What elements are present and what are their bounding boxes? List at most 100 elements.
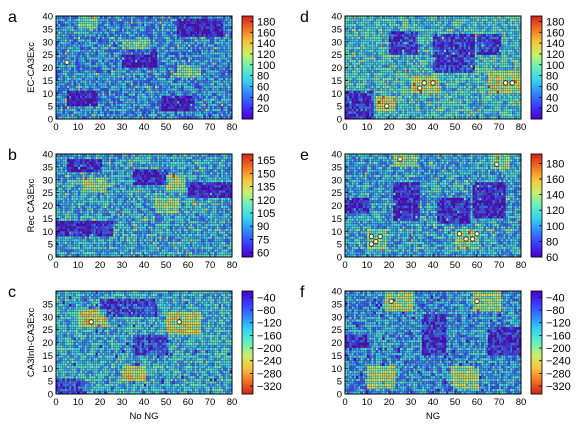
heatmap-cell (413, 80, 416, 84)
heatmap-cell (130, 82, 134, 86)
heatmap-cell (461, 85, 464, 89)
heatmap-cell (161, 64, 164, 68)
heatmap-cell (483, 93, 486, 96)
heatmap-cell (97, 111, 101, 114)
heatmap-cell (185, 100, 189, 104)
heatmap-cell (448, 108, 451, 112)
heatmap-cell (152, 72, 156, 76)
heatmap-cell (358, 85, 361, 89)
heatmap-cell (71, 98, 74, 102)
heatmap-cell (152, 51, 156, 55)
heatmap-cell (161, 95, 164, 99)
heatmap-cell (170, 57, 173, 60)
heatmap-cell (106, 98, 109, 102)
heatmap-cell (481, 75, 484, 78)
heatmap-cell (388, 98, 392, 102)
colorbar-segment (242, 34, 253, 37)
heatmap-cell (207, 69, 211, 73)
heatmap-cell (157, 111, 160, 114)
heatmap-cell (443, 100, 447, 104)
heatmap-cell (459, 67, 462, 71)
heatmap-cell (428, 69, 431, 73)
heatmap-cell (143, 36, 147, 40)
colorbar-segment (242, 115, 253, 118)
heatmap-cell (421, 69, 425, 73)
heatmap-cell (146, 64, 149, 68)
heatmap-cell (102, 90, 105, 94)
heatmap-cell (185, 80, 189, 84)
heatmap-cell (353, 67, 357, 71)
heatmap-cell (225, 82, 228, 86)
heatmap-cell (115, 72, 118, 76)
heatmap-cell (512, 106, 515, 109)
heatmap-cell (165, 106, 169, 109)
heatmap-cell (183, 21, 186, 24)
heatmap-cell (432, 100, 436, 104)
colorbar-segment (242, 89, 253, 92)
heatmap-cell (172, 26, 175, 30)
heatmap-cell (157, 57, 160, 60)
heatmap-cell (58, 31, 61, 35)
heatmap-cell (86, 21, 90, 24)
heatmap-cell (516, 98, 519, 102)
heatmap-cell (95, 85, 98, 89)
heatmap-cell (371, 95, 374, 99)
heatmap-cell (349, 106, 352, 109)
heatmap-cell (168, 31, 171, 35)
heatmap-cell (126, 72, 129, 76)
heatmap-cell (227, 72, 230, 76)
heatmap-cell (121, 103, 125, 107)
heatmap-cell (77, 64, 81, 68)
heatmap-cell (218, 62, 222, 66)
heatmap-cell (69, 51, 72, 55)
heatmap-cell (121, 64, 125, 68)
heatmap-cell (366, 98, 370, 102)
heatmap-cell (439, 87, 442, 91)
heatmap-cell (203, 72, 206, 76)
heatmap-cell (421, 95, 425, 99)
heatmap-cell (113, 82, 116, 86)
heatmap-cell (176, 28, 180, 32)
heatmap-cell (139, 108, 142, 112)
heatmap-cell (64, 98, 68, 102)
heatmap-cell (179, 85, 182, 89)
heatmap-cell (62, 18, 65, 22)
heatmap-cell (463, 64, 467, 68)
heatmap-cell (168, 49, 171, 53)
heatmap-cell (207, 28, 211, 32)
heatmap-cell (170, 54, 173, 58)
heatmap-cell (108, 46, 112, 50)
heatmap-cell (468, 108, 471, 112)
heatmap-cell (415, 67, 418, 71)
heatmap-cell (183, 93, 186, 96)
heatmap-cell (172, 113, 175, 117)
heatmap-cell (69, 46, 72, 50)
heatmap-cell (450, 95, 453, 99)
heatmap-cell (501, 108, 504, 112)
heatmap-cell (139, 21, 142, 24)
heatmap-cell (220, 18, 224, 22)
heatmap-cell (501, 98, 504, 102)
heatmap-cell (218, 51, 222, 55)
heatmap-cell (60, 93, 63, 96)
heatmap-cell (64, 26, 68, 30)
heatmap-cell (355, 95, 359, 99)
heatmap-cell (190, 46, 193, 50)
heatmap-cell (84, 90, 87, 94)
heatmap-cell (446, 85, 449, 89)
heatmap-cell (163, 103, 167, 107)
heatmap-cell (161, 46, 164, 50)
heatmap-cell (223, 67, 226, 71)
heatmap-cell (461, 64, 464, 68)
heatmap-cell (60, 18, 63, 22)
heatmap-cell (404, 100, 407, 104)
heatmap-cell (377, 69, 381, 73)
heatmap-cell (384, 67, 387, 71)
heatmap-cell (161, 33, 164, 37)
heatmap-cell (163, 51, 167, 55)
heatmap-cell (393, 100, 396, 104)
heatmap-cell (73, 85, 76, 89)
heatmap-cell (441, 64, 445, 68)
heatmap-cell (157, 33, 160, 37)
heatmap-cell (170, 106, 173, 109)
